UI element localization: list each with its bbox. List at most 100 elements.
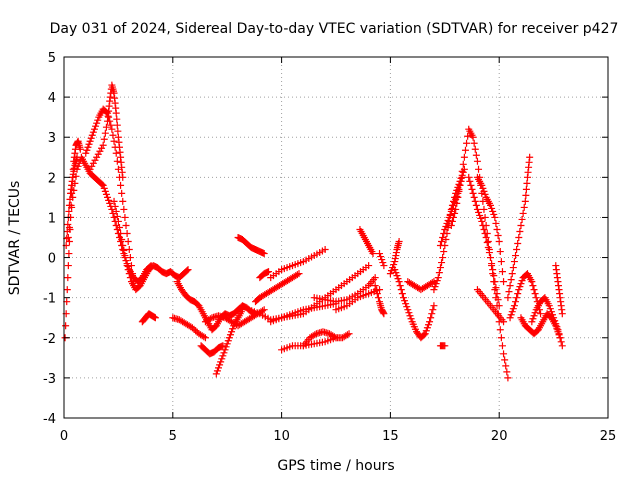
- data-series: [552, 262, 566, 318]
- data-point: [491, 213, 499, 221]
- data-point: [218, 355, 226, 363]
- data-point: [496, 326, 504, 334]
- data-point: [496, 248, 504, 256]
- x-tick-label: 0: [60, 429, 68, 444]
- data-point: [399, 294, 407, 302]
- data-point: [454, 193, 462, 201]
- data-point: [396, 282, 404, 290]
- axis-ticks: 0 5 10 15 20 25 -4 -3 -2 -1 0 1 2 3 4 5: [43, 51, 616, 444]
- data-point: [226, 331, 234, 339]
- data-point: [373, 290, 381, 298]
- data-point: [455, 187, 463, 195]
- data-point: [393, 272, 401, 280]
- data-point: [114, 127, 122, 135]
- data-point: [98, 180, 106, 188]
- data-point: [557, 338, 565, 346]
- data-point: [508, 270, 516, 278]
- data-point: [443, 219, 451, 227]
- data-point: [119, 173, 127, 181]
- data-point: [507, 311, 515, 319]
- data-point: [120, 247, 128, 255]
- data-point: [102, 123, 110, 131]
- data-point: [96, 147, 104, 155]
- data-point: [125, 270, 133, 278]
- data-point: [529, 315, 537, 323]
- data-point: [126, 274, 134, 282]
- data-point: [498, 268, 506, 276]
- data-point: [510, 302, 518, 310]
- data-point: [550, 314, 558, 322]
- data-point: [482, 234, 490, 241]
- data-series: [251, 270, 303, 306]
- data-point: [115, 223, 123, 231]
- data-point: [124, 238, 132, 246]
- data-series: [436, 342, 449, 350]
- data-point: [401, 297, 409, 305]
- data-point: [114, 217, 122, 225]
- data-point: [430, 302, 438, 310]
- data-point: [365, 262, 373, 270]
- data-series: [267, 246, 329, 282]
- data-point: [515, 234, 523, 241]
- data-point: [453, 192, 461, 200]
- data-point: [295, 270, 303, 278]
- data-series: [212, 306, 246, 378]
- data-point: [475, 165, 483, 173]
- data-point: [492, 219, 500, 227]
- data-point: [435, 269, 443, 277]
- data-point: [446, 210, 454, 218]
- data-point: [395, 238, 403, 246]
- data-point: [513, 246, 521, 254]
- data-point: [121, 252, 129, 260]
- data-series: [64, 153, 155, 286]
- data-point: [201, 334, 209, 342]
- data-point: [402, 300, 410, 308]
- data-point: [151, 314, 159, 322]
- data-point: [521, 197, 529, 205]
- data-point: [436, 242, 444, 250]
- data-point: [102, 190, 110, 198]
- data-point: [112, 207, 120, 215]
- data-point: [547, 308, 555, 316]
- data-point: [516, 227, 524, 235]
- data-point: [90, 125, 98, 133]
- data-point: [473, 157, 481, 165]
- data-point: [513, 294, 521, 302]
- data-point: [453, 199, 461, 207]
- data-point: [514, 240, 522, 248]
- data-point: [477, 214, 485, 222]
- data-point: [441, 342, 449, 350]
- data-point: [526, 153, 534, 161]
- data-point: [457, 174, 465, 182]
- data-point: [219, 352, 227, 360]
- data-point: [397, 286, 405, 294]
- data-point: [104, 193, 112, 201]
- data-point: [531, 290, 539, 298]
- data-point: [222, 343, 230, 351]
- y-tick-label: 5: [48, 51, 56, 66]
- data-point: [470, 193, 478, 201]
- data-point: [494, 231, 502, 239]
- y-tick-label: 3: [48, 131, 56, 146]
- data-point: [94, 150, 102, 158]
- data-series: [473, 173, 508, 286]
- data-point: [107, 121, 115, 129]
- data-point: [442, 222, 450, 230]
- data-point: [546, 305, 554, 313]
- data-point: [71, 179, 79, 187]
- data-point: [68, 203, 76, 211]
- data-point: [74, 162, 82, 170]
- data-point: [556, 334, 564, 342]
- data-point: [520, 203, 528, 211]
- data-point: [72, 172, 80, 180]
- data-point: [439, 234, 447, 241]
- data-point: [108, 125, 116, 133]
- data-point: [506, 314, 514, 322]
- data-point: [481, 213, 489, 221]
- data-point: [504, 294, 512, 302]
- data-point: [220, 349, 228, 357]
- data-point: [64, 220, 72, 228]
- data-point: [93, 119, 101, 127]
- data-point: [501, 356, 509, 364]
